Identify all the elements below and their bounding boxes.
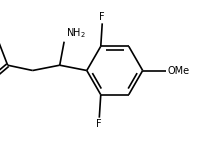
- Text: NH$_2$: NH$_2$: [65, 27, 85, 40]
- Text: OMe: OMe: [167, 66, 189, 75]
- Text: F: F: [96, 119, 102, 129]
- Text: F: F: [99, 12, 104, 22]
